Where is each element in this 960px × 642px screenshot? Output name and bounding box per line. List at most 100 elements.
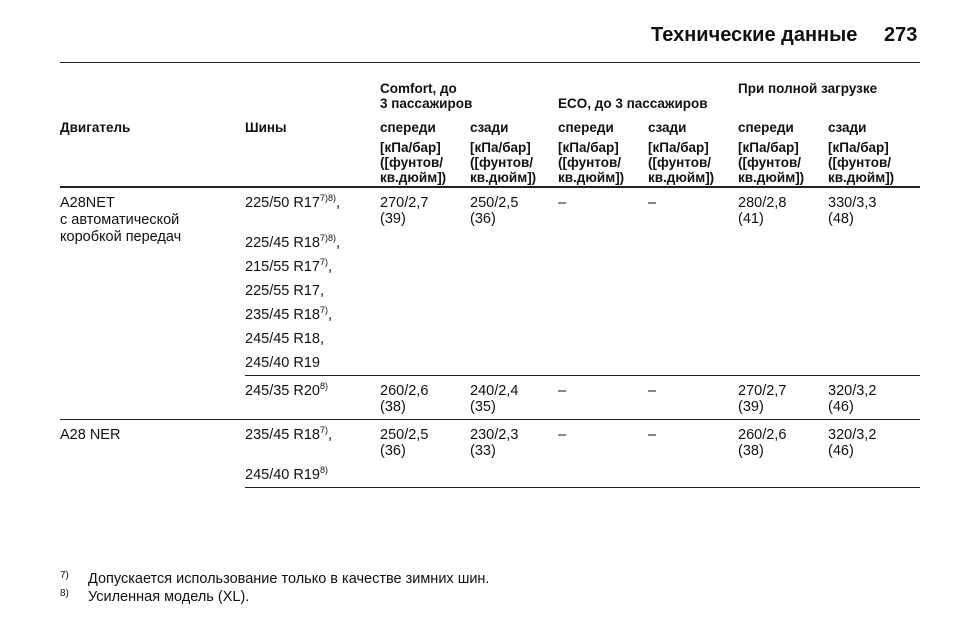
pressure-value: – (558, 427, 567, 443)
pressure-value: (48) (828, 211, 854, 227)
engine-name: A28NET (60, 195, 115, 211)
tire-size-text: 235/45 R18 (245, 427, 320, 443)
pressure-value: (38) (738, 443, 764, 459)
group-header: 3 пассажиров (380, 96, 473, 111)
pressure-value: – (558, 195, 567, 211)
pressure-value: (36) (380, 443, 406, 459)
column-header: Шины (245, 120, 287, 135)
unit-label: [кПа/бар] (648, 140, 709, 155)
pressure-value: (33) (470, 443, 496, 459)
footnote-ref: 7) (319, 305, 328, 315)
pressure-value: 260/2,6 (380, 383, 429, 399)
column-header: сзади (470, 120, 509, 135)
footnote-ref: 7) (319, 257, 328, 267)
pressure-value: (39) (738, 399, 764, 415)
page-title: Технические данные (651, 24, 858, 46)
pressure-value: 330/3,3 (828, 195, 877, 211)
table-rule (245, 487, 920, 488)
pressure-value: (36) (470, 211, 496, 227)
unit-label: ([фунтов/ (648, 155, 712, 170)
unit-label: ([фунтов/ (558, 155, 622, 170)
group-header: Comfort, до (380, 81, 457, 96)
table-rule (60, 419, 920, 420)
unit-label: кв.дюйм]) (648, 170, 715, 185)
tire-size-text: 245/45 R18 (245, 331, 320, 347)
tire-size: 235/45 R187), (245, 425, 333, 444)
pressure-value: 280/2,8 (738, 195, 787, 211)
pressure-value: (46) (828, 399, 854, 415)
tire-size: 225/45 R187)8), (245, 233, 341, 252)
page-number: 273 (884, 24, 918, 46)
tire-size-text: 235/45 R18 (245, 307, 320, 323)
unit-label: ([фунтов/ (738, 155, 802, 170)
pressure-value: 250/2,5 (470, 195, 519, 211)
pressure-value: (41) (738, 211, 764, 227)
unit-label: кв.дюйм]) (558, 170, 625, 185)
unit-label: ([фунтов/ (470, 155, 534, 170)
group-header: ECO, до 3 пассажиров (558, 96, 708, 111)
unit-label: [кПа/бар] (738, 140, 799, 155)
pressure-value: – (558, 383, 567, 399)
pressure-value: – (648, 427, 657, 443)
tire-size-text: 245/40 R19 (245, 355, 320, 371)
pressure-value: 270/2,7 (380, 195, 429, 211)
footnote-ref: 7)8) (319, 233, 336, 243)
footnote-text: Допускается использование только в качес… (88, 571, 490, 587)
unit-label: [кПа/бар] (558, 140, 619, 155)
pressure-value: (39) (380, 211, 406, 227)
tire-size: 225/50 R177)8), (245, 193, 341, 212)
tire-size-text: 245/40 R19 (245, 467, 320, 483)
pressure-value: 270/2,7 (738, 383, 787, 399)
tire-size: 235/45 R187), (245, 305, 333, 324)
unit-label: [кПа/бар] (470, 140, 531, 155)
engine-name: A28 NER (60, 427, 121, 443)
footnote-ref: 7)8) (319, 193, 336, 203)
pressure-value: 240/2,4 (470, 383, 519, 399)
tire-size: 215/55 R177), (245, 257, 333, 276)
pressure-value: 260/2,6 (738, 427, 787, 443)
separator: , (328, 427, 333, 443)
pressure-value: (46) (828, 443, 854, 459)
tire-size: 225/55 R17, (245, 283, 324, 299)
column-header: Двигатель (60, 120, 131, 135)
engine-name: с автоматической (60, 212, 180, 228)
unit-label: [кПа/бар] (828, 140, 889, 155)
tire-size-text: 225/45 R18 (245, 235, 320, 251)
footnote-ref: 7) (319, 425, 328, 435)
unit-label: кв.дюйм]) (738, 170, 805, 185)
unit-label: ([фунтов/ (828, 155, 892, 170)
pressure-value: (35) (470, 399, 496, 415)
pressure-value: – (648, 383, 657, 399)
pressure-value: 250/2,5 (380, 427, 429, 443)
tire-size: 245/45 R18, (245, 331, 324, 347)
separator: , (319, 283, 325, 299)
footnote-mark: 8) (60, 588, 69, 599)
pressure-value: – (648, 195, 657, 211)
separator: , (328, 259, 333, 275)
footnote-mark: 7) (60, 570, 69, 581)
tire-size: 245/40 R198) (245, 466, 328, 484)
column-header: спереди (738, 120, 794, 135)
separator: , (319, 331, 325, 347)
column-header: сзади (828, 120, 867, 135)
engine-name: коробкой передач (60, 229, 182, 245)
footnote-ref: 8) (319, 381, 328, 391)
unit-label: кв.дюйм]) (380, 170, 447, 185)
separator: , (336, 235, 341, 251)
separator: , (328, 307, 333, 323)
unit-label: ([фунтов/ (380, 155, 444, 170)
table-rule (245, 375, 920, 376)
column-header: спереди (380, 120, 436, 135)
header-rule (60, 62, 920, 63)
unit-label: кв.дюйм]) (470, 170, 537, 185)
column-header: сзади (648, 120, 687, 135)
pressure-value: 320/3,2 (828, 427, 877, 443)
tire-size: 245/40 R19 (245, 355, 320, 371)
separator: , (336, 195, 341, 211)
pressure-value: (38) (380, 399, 406, 415)
unit-label: кв.дюйм]) (828, 170, 895, 185)
tire-size-text: 245/35 R20 (245, 383, 320, 399)
tire-size-text: 215/55 R17 (245, 259, 320, 275)
footnote-text: Усиленная модель (XL). (88, 589, 250, 605)
